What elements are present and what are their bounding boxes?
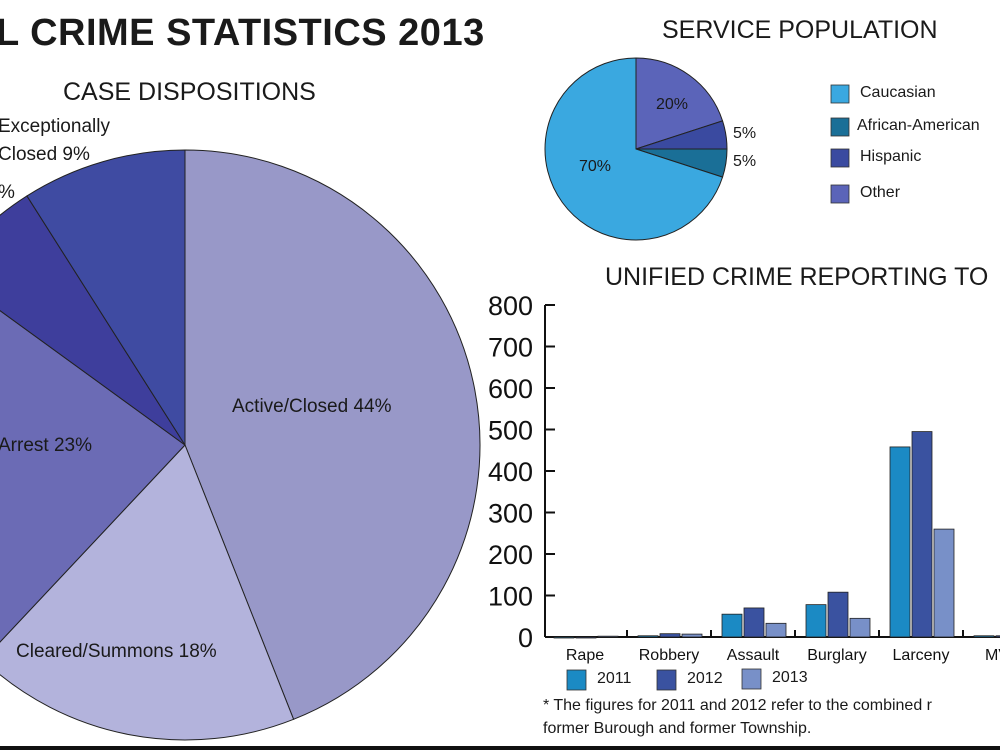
bar-larceny-2011 [889,446,911,638]
y-tick-label-0: 0 [518,623,533,653]
footnote-line2: former Burough and former Township. [543,720,812,737]
x-tick-label-larceny: Larceny [893,647,950,664]
bar-assault-2012 [743,607,765,638]
service-pie-slice-3 [544,57,724,241]
label-hispanic-pct: 5% [733,125,757,142]
bar-larceny-2013 [933,528,955,638]
label-exceptionally-line2: Closed 9% [0,144,90,165]
y-tick-label-200: 200 [488,540,533,570]
bar-burglary-2013 [849,617,871,638]
legend-swatch-2011 [566,669,587,691]
legend-swatch-caucasian [830,84,850,104]
y-tick-label-800: 800 [488,291,533,321]
bar-assault-2011 [721,613,743,638]
bar-rape-2011 [553,636,575,639]
legend-swatch-2012 [656,669,677,691]
page-title: L CRIME STATISTICS 2013 [0,12,485,54]
bottom-border [0,746,1000,750]
label-active-closed: Active/Closed 44% [232,396,392,417]
x-tick-label-burglary: Burglary [807,647,867,664]
legend-swatch-hispanic [830,148,850,168]
y-tick-label-400: 400 [488,457,533,487]
y-tick-label-500: 500 [488,416,533,446]
bar-robbery-2011 [637,635,659,638]
service-pie-slice-0 [635,57,724,150]
ucr-title: UNIFIED CRIME REPORTING TO [605,263,989,291]
bar-mv-2011 [973,635,995,638]
legend-2011: 2011 [597,670,632,687]
x-tick-label-rape: Rape [566,647,604,664]
y-tick-label-300: 300 [488,499,533,529]
y-tick-label-100: 100 [488,582,533,612]
y-tick-label-600: 600 [488,374,533,404]
case-dispositions-title: CASE DISPOSITIONS [63,78,316,106]
legend-caucasian: Caucasian [860,84,936,101]
case-pie-slice-1 [0,444,295,741]
y-tick-label-700: 700 [488,333,533,363]
legend-african-american: African-American [857,117,980,134]
bar-burglary-2012 [827,591,849,638]
x-tick-label-mv: MV [985,647,1000,664]
bar-rape-2013 [597,635,619,638]
bar-robbery-2013 [681,633,703,638]
label-african-american-pct: 5% [733,153,757,170]
bar-rape-2012 [575,636,597,639]
bar-larceny-2012 [911,431,933,638]
case-pie-slice-4 [26,149,186,447]
legend-swatch-other [830,184,850,204]
bar-robbery-2012 [659,633,681,638]
label-cleared-summons: Cleared/Summons 18% [16,641,217,662]
case-pie-slice-0 [184,149,481,720]
bar-assault-2013 [765,622,787,638]
legend-2013: 2013 [772,669,808,686]
bar-burglary-2011 [805,604,827,638]
legend-other: Other [860,184,901,201]
x-tick-label-assault: Assault [727,647,780,664]
label-caucasian-pct: 70% [579,158,612,175]
legend-hispanic: Hispanic [860,148,922,165]
label-other-pct: 20% [656,96,689,113]
x-tick-label-robbery: Robbery [639,647,699,664]
label-cut-slice: % [0,182,15,204]
bar-mv-2012 [995,635,1000,638]
footnote-line1: * The figures for 2011 and 2012 refer to… [543,697,932,714]
legend-swatch-african-american [830,117,850,137]
legend-2012: 2012 [687,670,723,687]
case-pie-slice-2 [0,309,186,643]
legend-swatch-2013 [741,668,762,690]
label-exceptionally-line1: Exceptionally [0,116,110,137]
label-arrest: Arrest 23% [0,435,92,456]
service-population-title: SERVICE POPULATION [662,16,938,44]
